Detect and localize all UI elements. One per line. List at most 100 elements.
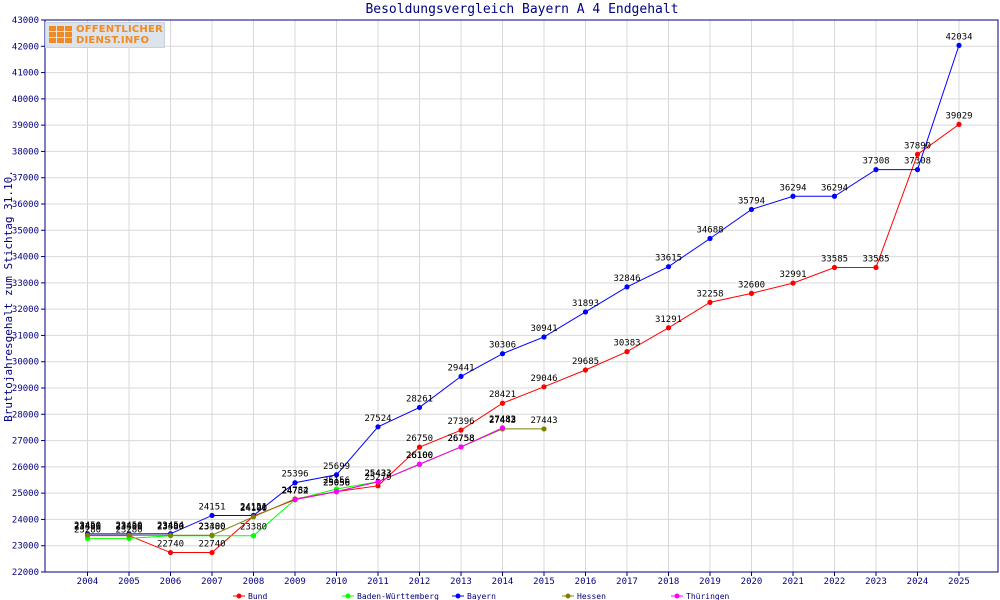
data-label-th-ringen: 25056 [323, 479, 350, 489]
grid-lines [45, 19, 998, 573]
x-tick-label: 2004 [77, 577, 99, 587]
y-tick-label: 34000 [12, 253, 39, 263]
data-point-th-ringen [416, 461, 423, 467]
data-label-bund: 39029 [945, 111, 972, 121]
data-label-th-ringen: 26100 [406, 451, 433, 461]
x-tick-labels: 2004 2005 2006 2007 2008 2009 2010 2011 2012 2013… [77, 577, 970, 587]
data-point-bund [748, 290, 755, 296]
data-label-bayern: 42034 [945, 32, 972, 42]
data-point-bund [956, 121, 962, 127]
data-label-bund: 23386 [74, 523, 101, 533]
data-point-hessen [209, 532, 215, 538]
series-lines [87, 45, 960, 554]
data-point-th-ringen [375, 479, 381, 485]
data-point-hessen [250, 514, 257, 520]
x-tick-label: 2012 [409, 577, 431, 587]
data-label-bund: 25279 [364, 473, 391, 483]
y-tick-label: 32000 [12, 305, 39, 315]
logo-text: OFFENTLICHER DIENST.INFO [76, 24, 163, 46]
logo-line1: OFFENTLICHER [76, 24, 163, 35]
data-label-baden-w-rttemberg: 23380 [157, 523, 184, 533]
data-point-bund [624, 349, 630, 355]
y-tick-label: 29000 [12, 384, 39, 394]
data-label-baden-w-rttemberg: 27483 [489, 415, 516, 425]
x-tick-label: 2006 [160, 577, 182, 587]
y-tick-label: 41000 [12, 69, 39, 79]
data-point-bayern [790, 193, 796, 199]
data-point-bund [541, 384, 547, 390]
data-point-bund [582, 367, 589, 373]
series-line-bund [87, 123, 960, 554]
data-point-bayern [665, 264, 672, 270]
data-point-bayern [624, 284, 630, 290]
axes [41, 19, 999, 576]
y-tick-label: 28000 [12, 410, 39, 420]
data-label-bayern: 23454 [157, 521, 184, 531]
x-tick-label: 2016 [575, 577, 597, 587]
data-point-bayern [499, 351, 506, 357]
data-point-bund [914, 151, 921, 157]
data-label-bund: 22740 [157, 540, 184, 550]
data-label-hessen: 24784 [281, 486, 308, 496]
data-label-bund: 33585 [862, 254, 889, 264]
y-tick-label: 23000 [12, 542, 39, 552]
data-label-bayern: 31893 [572, 299, 599, 309]
data-label-bayern: 32846 [613, 274, 640, 284]
data-label-baden-w-rttemberg: 26758 [447, 434, 474, 444]
chart-title: Besoldungsvergleich Bayern A 4 Endgehalt [365, 2, 678, 17]
data-label-hessen: 23400 [198, 522, 225, 532]
data-label-hessen: 27443 [489, 416, 516, 426]
data-label-bund: 37890 [904, 141, 931, 151]
legend-swatch-marker [674, 593, 680, 599]
x-tick-label: 2018 [658, 577, 680, 587]
y-tick-label: 38000 [12, 147, 39, 157]
data-point-bayern [582, 309, 589, 315]
data-label-hessen: 27443 [530, 416, 557, 426]
data-label-hessen: 26758 [447, 434, 474, 444]
data-label-bayern: 24151 [240, 502, 267, 512]
data-label-baden-w-rttemberg: 23280 [115, 525, 142, 535]
data-label-bayern: 36294 [821, 183, 848, 193]
data-label-bayern: 33615 [655, 254, 682, 264]
data-point-th-ringen [458, 444, 464, 450]
legend-item-label: Baden-Württemberg [357, 592, 439, 600]
y-axis-label: Bruttojahresgehalt zum Stichtag 31.10. [2, 170, 15, 422]
y-tick-label: 26000 [12, 463, 39, 473]
data-point-bund [458, 427, 464, 433]
logo-line2: DIENST.INFO [76, 35, 150, 46]
data-label-bayern: 36294 [779, 183, 806, 193]
x-tick-label: 2013 [450, 577, 472, 587]
x-tick-label: 2023 [865, 577, 887, 587]
x-tick-label: 2025 [948, 577, 970, 587]
data-label-baden-w-rttemberg: 23380 [198, 523, 225, 533]
y-tick-label: 36000 [12, 200, 39, 210]
data-label-baden-w-rttemberg: 25433 [364, 469, 391, 479]
data-point-bayern [748, 206, 755, 213]
data-point-bund [499, 400, 506, 406]
data-label-bund: 29046 [530, 374, 557, 384]
legend: Bund Baden-Württemberg Bayern Hessen Thüring… [233, 592, 730, 600]
data-point-hessen [84, 532, 91, 538]
data-label-hessen: 26100 [406, 451, 433, 461]
data-label-bayern: 23450 [115, 521, 142, 531]
data-point-bund [416, 444, 423, 450]
y-tick-label: 43000 [12, 16, 39, 26]
data-label-hessen: 25056 [323, 479, 350, 489]
data-label-bayern: 35794 [738, 196, 765, 206]
series-points [84, 42, 962, 556]
data-label-bayern: 34688 [696, 225, 723, 235]
y-tick-label: 24000 [12, 515, 39, 525]
x-tick-label: 2011 [367, 577, 389, 587]
data-labels: 23386 23386 22740 22740 24126 24752 25056 25279… [74, 32, 973, 549]
data-label-baden-w-rttemberg: 23280 [74, 525, 101, 535]
data-point-bayern [956, 42, 962, 48]
data-label-bayern: 27524 [364, 414, 391, 424]
data-label-baden-w-rttemberg: 24752 [281, 487, 308, 497]
data-label-th-ringen: 25433 [364, 469, 391, 479]
data-point-bayern [541, 334, 547, 340]
data-label-bund: 27396 [447, 417, 474, 427]
data-label-bund: 31291 [655, 315, 682, 325]
data-point-bayern [831, 193, 838, 199]
data-point-bund [375, 483, 381, 489]
data-point-hessen [167, 532, 174, 538]
